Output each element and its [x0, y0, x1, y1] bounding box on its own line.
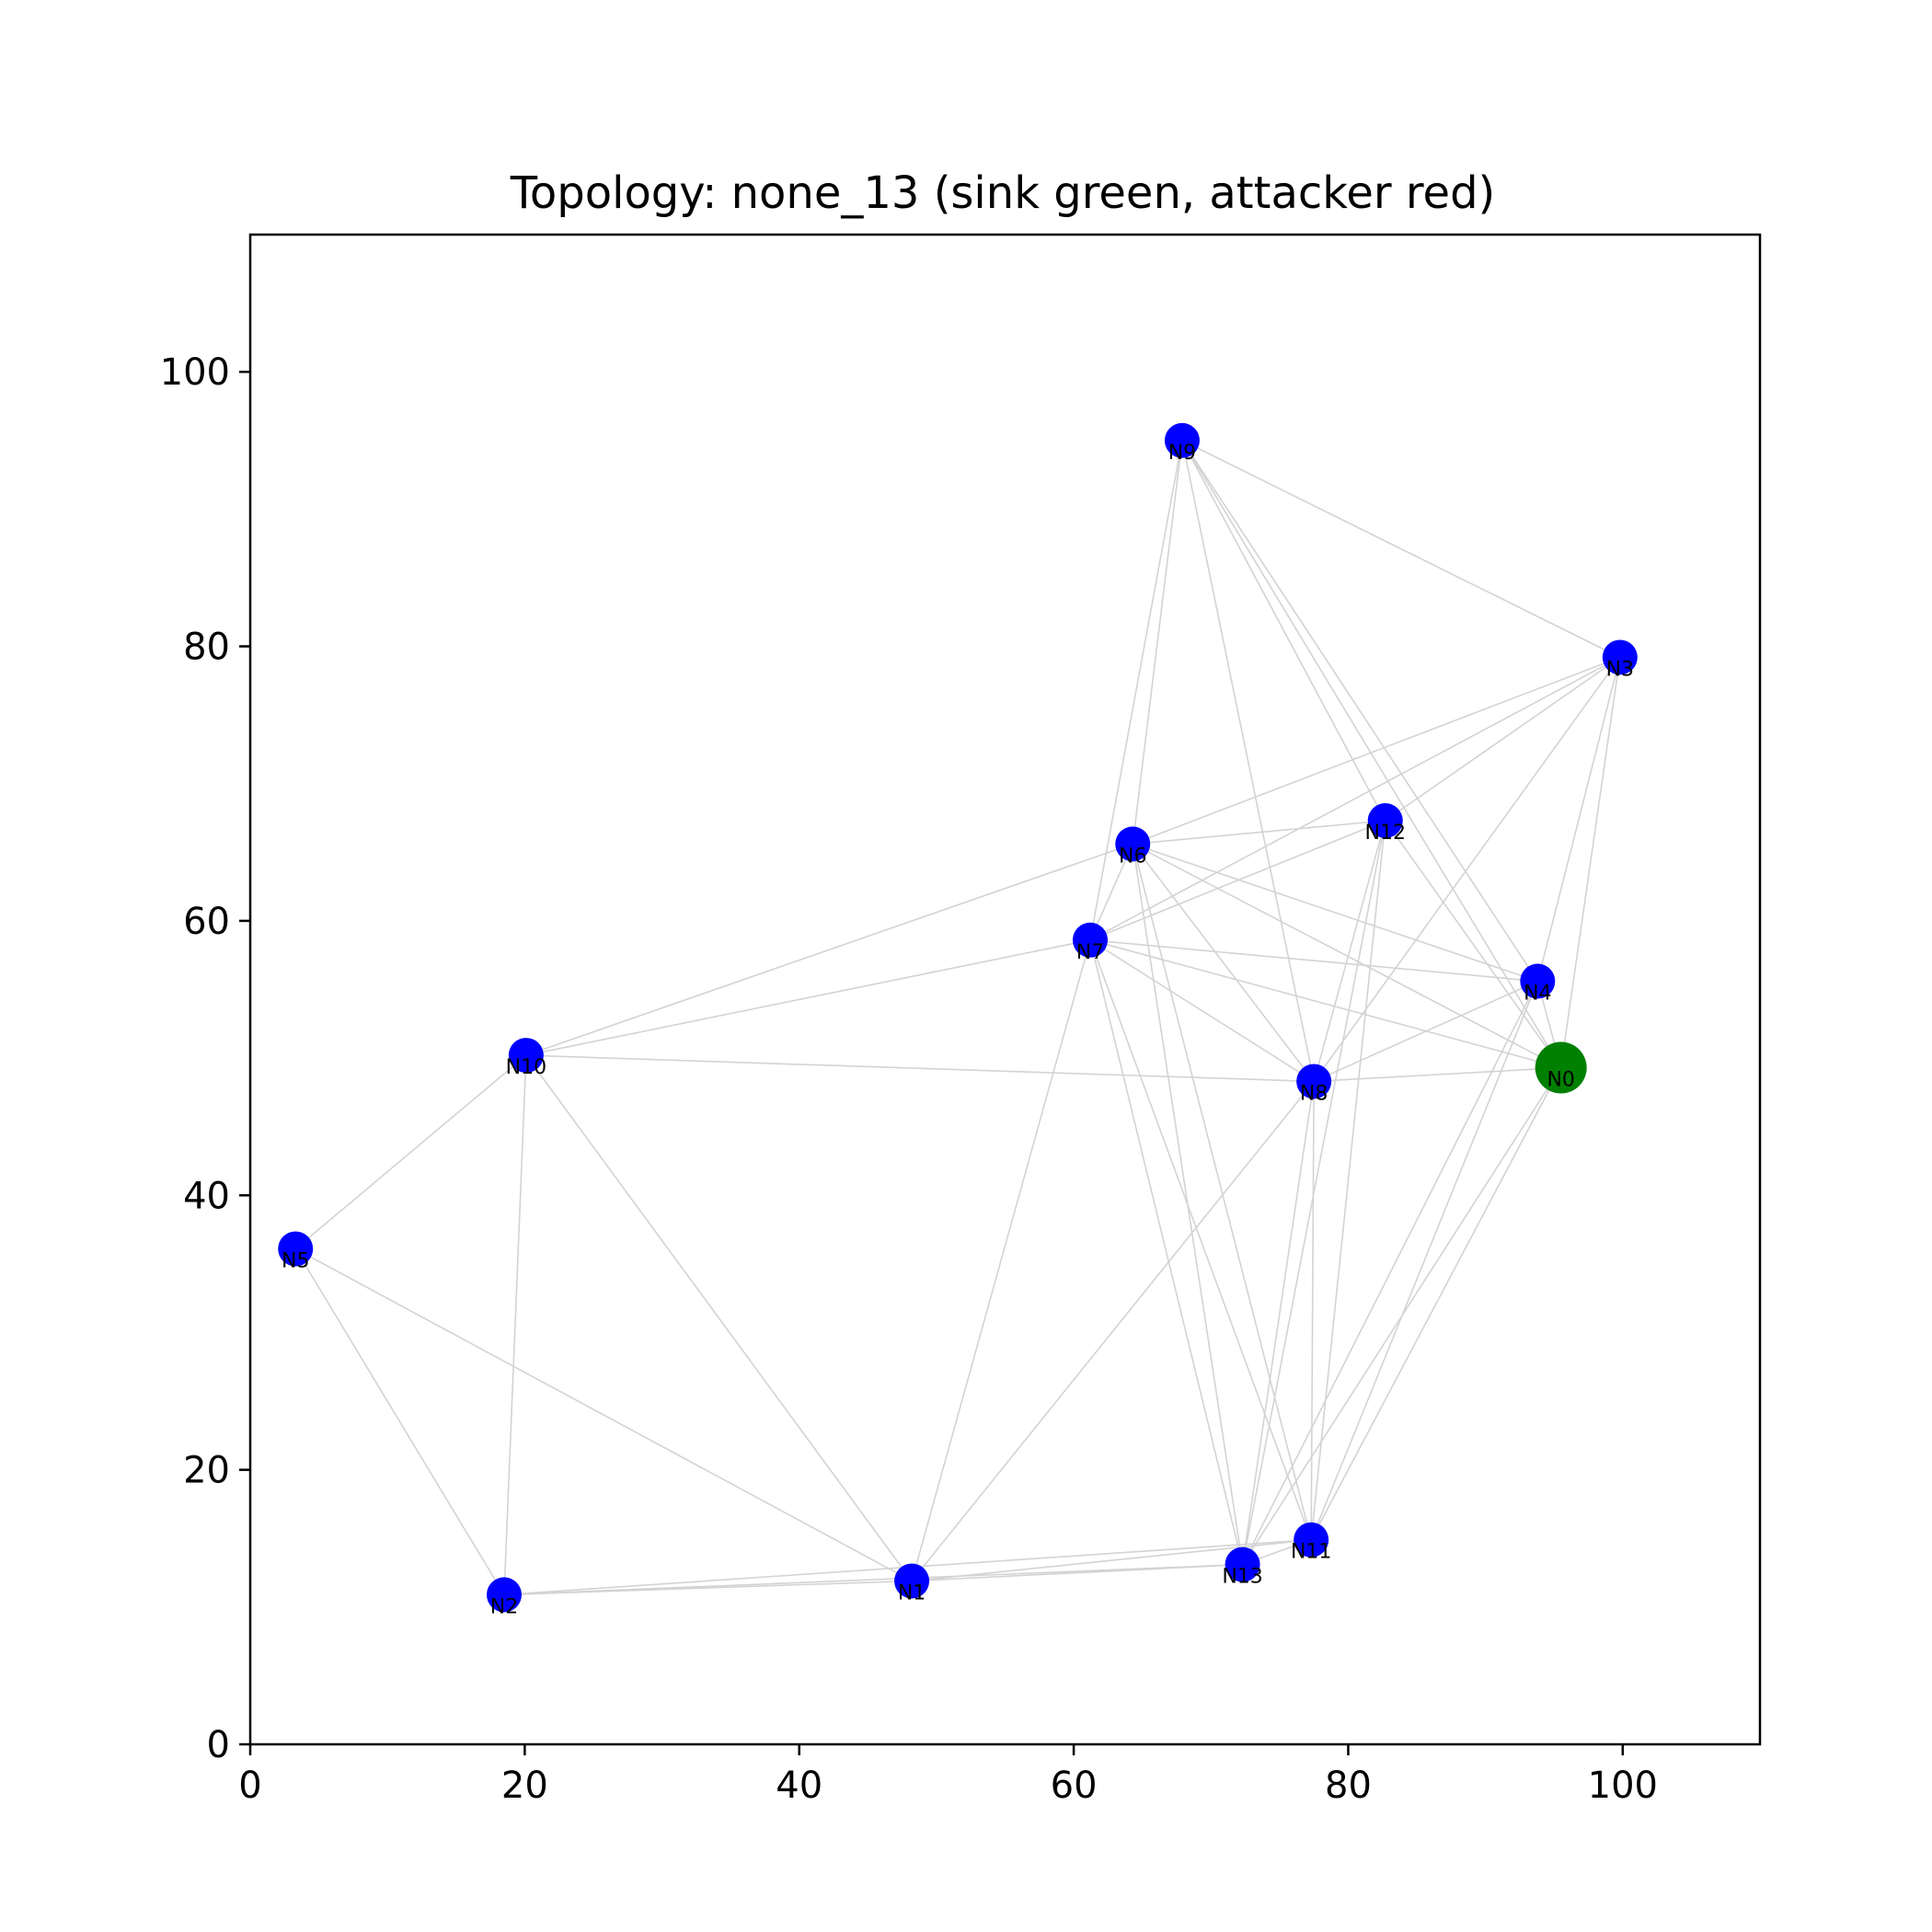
edge-n9-n7 — [1089, 440, 1183, 940]
node-label-n6: N6 — [1119, 845, 1146, 868]
edge-n3-n7 — [1089, 656, 1621, 941]
edge-n3-n6 — [1132, 656, 1621, 845]
edge-n4-n8 — [1313, 980, 1538, 1083]
edge-n12-n11 — [1310, 820, 1386, 1540]
y-tick-label-20: 20 — [183, 1450, 230, 1492]
node-n9 — [1164, 422, 1200, 458]
edge-n10-n1 — [525, 1054, 913, 1581]
edge-n7-n0 — [1089, 939, 1561, 1069]
edge-n9-n6 — [1132, 440, 1183, 845]
edge-n12-n7 — [1089, 820, 1386, 941]
node-label-n9: N9 — [1168, 442, 1196, 465]
edge-n2-n13 — [503, 1563, 1243, 1596]
edge-n12-n6 — [1133, 820, 1386, 845]
node-n7 — [1072, 922, 1108, 958]
edge-n8-n13 — [1241, 1081, 1315, 1565]
edge-n5-n1 — [294, 1248, 913, 1582]
x-tick-label-40: 40 — [776, 1765, 822, 1807]
node-n3 — [1602, 639, 1638, 675]
edge-n12-n0 — [1385, 820, 1562, 1068]
y-tick-label-40: 40 — [183, 1175, 230, 1217]
edge-n7-n10 — [525, 939, 1091, 1056]
edge-n6-n4 — [1132, 843, 1538, 983]
edge-n10-n5 — [294, 1054, 527, 1250]
edge-n8-n10 — [525, 1054, 1315, 1083]
node-n10 — [508, 1038, 544, 1074]
edge-n9-n3 — [1181, 440, 1621, 659]
node-label-n2: N2 — [490, 1595, 518, 1618]
y-tick-label-0: 0 — [207, 1724, 230, 1766]
edges-layer — [294, 440, 1621, 1596]
x-tick-label-20: 20 — [501, 1765, 548, 1807]
node-label-n0: N0 — [1547, 1069, 1574, 1092]
x-tick-label-100: 100 — [1588, 1765, 1658, 1807]
edge-n1-n13 — [912, 1563, 1243, 1582]
edge-n8-n1 — [911, 1080, 1315, 1581]
x-tick-label-80: 80 — [1325, 1765, 1372, 1807]
node-label-n11: N11 — [1291, 1541, 1331, 1564]
edge-n4-n11 — [1310, 981, 1539, 1541]
node-label-n3: N3 — [1606, 658, 1634, 681]
node-label-n12: N12 — [1365, 822, 1406, 845]
edge-n9-n0 — [1181, 440, 1562, 1068]
nodes-layer — [278, 422, 1638, 1613]
edge-n6-n0 — [1132, 843, 1562, 1069]
y-axis: 0 20 40 60 80 100 — [160, 351, 250, 1766]
node-n11 — [1294, 1522, 1329, 1558]
edge-n0-n13 — [1241, 1067, 1562, 1566]
node-label-n4: N4 — [1524, 983, 1551, 1006]
edge-n7-n1 — [911, 939, 1091, 1581]
chart-title: Topology: none_13 (sink green, attacker … — [510, 167, 1496, 219]
x-tick-label-0: 0 — [238, 1765, 261, 1807]
edge-n9-n8 — [1181, 440, 1315, 1082]
edge-n9-n12 — [1181, 440, 1386, 822]
node-label-n8: N8 — [1300, 1082, 1328, 1105]
node-n8 — [1296, 1064, 1332, 1099]
edge-n3-n0 — [1559, 657, 1621, 1068]
node-label-n1: N1 — [898, 1581, 926, 1604]
edge-n7-n8 — [1089, 939, 1315, 1083]
edge-n8-n0 — [1314, 1066, 1561, 1083]
node-n2 — [486, 1577, 522, 1613]
edge-n4-n13 — [1241, 981, 1539, 1565]
edge-n0-n11 — [1310, 1067, 1562, 1541]
edge-n3-n4 — [1536, 657, 1621, 982]
edge-n8-n11 — [1310, 1081, 1315, 1540]
y-tick-label-100: 100 — [160, 351, 230, 394]
sink-node-n0 — [1535, 1041, 1587, 1094]
node-labels-layer: N0 N1 N2 N3 N4 N5 N6 N7 N8 N9 N10 N11 N12 N13 — [282, 442, 1634, 1619]
node-n13 — [1225, 1547, 1260, 1582]
node-label-n5: N5 — [282, 1249, 309, 1272]
edge-n3-n12 — [1385, 656, 1621, 822]
edge-n10-n2 — [503, 1055, 527, 1595]
edge-n12-n8 — [1313, 820, 1386, 1082]
node-label-n7: N7 — [1076, 941, 1104, 964]
edge-n3-n8 — [1313, 657, 1621, 1082]
node-label-n13: N13 — [1222, 1566, 1262, 1589]
edge-n6-n10 — [525, 843, 1133, 1056]
y-tick-label-80: 80 — [183, 627, 230, 669]
node-n6 — [1115, 826, 1151, 862]
edge-n9-n4 — [1181, 440, 1538, 982]
plot-area-frame — [248, 233, 1762, 1746]
edge-n5-n2 — [294, 1248, 505, 1595]
edge-n6-n7 — [1089, 844, 1133, 941]
node-n12 — [1367, 803, 1403, 839]
edge-n7-n11 — [1089, 939, 1312, 1540]
edge-n6-n8 — [1132, 843, 1315, 1082]
node-n4 — [1520, 963, 1556, 999]
edge-n7-n13 — [1089, 939, 1244, 1565]
node-label-n10: N10 — [506, 1056, 546, 1079]
edge-n7-n4 — [1089, 938, 1538, 983]
x-tick-label-60: 60 — [1051, 1765, 1098, 1807]
y-tick-label-60: 60 — [183, 901, 230, 943]
x-axis: 0 20 40 60 80 100 — [238, 1744, 1658, 1807]
edge-n1-n11 — [911, 1538, 1312, 1582]
node-n1 — [894, 1563, 930, 1599]
node-n5 — [278, 1231, 314, 1267]
